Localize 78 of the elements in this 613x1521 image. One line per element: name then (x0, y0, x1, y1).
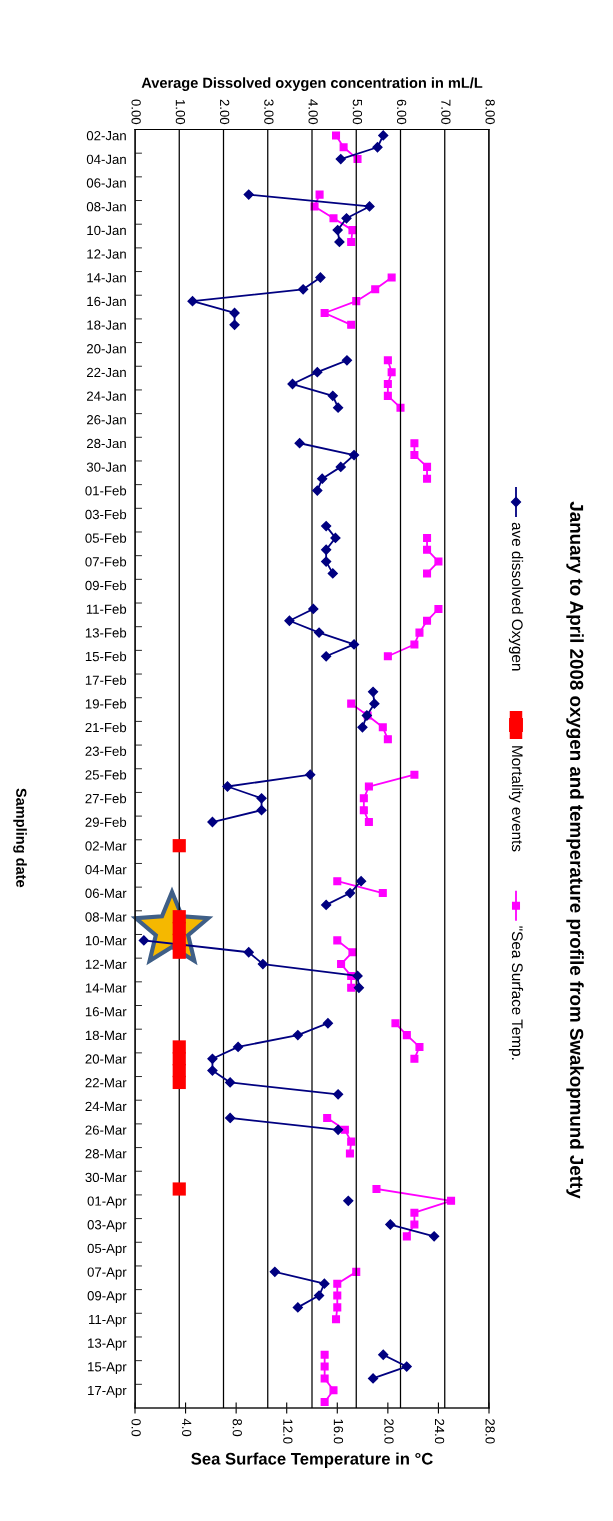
y-tick-label: 24-Jan (86, 391, 126, 401)
y-tick-label: 02-Jan (86, 130, 126, 141)
y-tick-label: 05-Feb (85, 533, 127, 543)
y-tick-label: 24-Mar (85, 1101, 127, 1112)
legend-label: Mortality events (508, 746, 524, 852)
y-tick-label: 30-Mar (85, 1172, 127, 1183)
y-tick-label: 13-Apr (88, 1338, 127, 1351)
x-tick-label: 24.0 (434, 1419, 445, 1444)
text: January to April 2008 oxygen and temperature profile from Swakopmund Jetty (566, 501, 584, 1199)
y-tick-label: 07-Feb (85, 556, 127, 567)
x2-tick-label: 8.00 (485, 99, 495, 125)
x-tick-label: 8.0 (232, 1418, 242, 1437)
y-tick-label: 09-Apr (87, 1291, 127, 1304)
y-tick-label: 12-Mar (85, 959, 127, 969)
y-tick-label: 13-Feb (85, 627, 127, 638)
y-tick-label: 10-Jan (87, 225, 126, 236)
x-axis-title: Sea Surface Temperature in °C (191, 1452, 433, 1468)
x2-axis-title: Average Dissolved oxygen concentration in mL/L (141, 77, 483, 91)
y-tick-label: 03-Feb (85, 509, 127, 520)
y-tick-label: 11-Feb (86, 604, 127, 614)
y-tick-label: 09-Feb (85, 580, 127, 591)
y-tick-label: 14-Jan (87, 273, 126, 283)
x-tick-label: 12.0 (283, 1419, 293, 1444)
x2-tick-label: 7.00 (441, 99, 451, 125)
legend-label: ave dissolved Oxygen (508, 522, 524, 671)
y-tick-label: 05-Apr (87, 1243, 127, 1256)
y-tick-label: 27-Feb (85, 793, 127, 804)
y-tick-label: 26-Mar (85, 1125, 127, 1135)
y-tick-label: 20-Jan (86, 344, 126, 354)
y-tick-label: 06-Jan (86, 178, 126, 188)
y-tick-label: 18-Mar (85, 1030, 127, 1041)
x-tick-label: 0.0 (131, 1418, 141, 1437)
y-tick-label: 01-Apr (87, 1196, 127, 1209)
y-tick-label: 25-Feb (85, 769, 127, 780)
y-tick-label: 15-Feb (85, 651, 127, 662)
y-tick-label: 22-Mar (85, 1078, 127, 1088)
y-tick-label: 29-Feb (85, 817, 127, 827)
legend-label: "Sea Surface Temp. (508, 926, 524, 1060)
x2-tick-label: 4.00 (308, 99, 318, 125)
y-tick-label: 04-Jan (86, 154, 126, 165)
y-tick-label: 26-Jan (86, 415, 126, 425)
y-tick-label: 03-Apr (87, 1220, 127, 1233)
y-tick-label: 28-Mar (85, 1149, 127, 1159)
x-tick-label: 28.0 (485, 1419, 495, 1444)
y-axis-title: Sampling date (13, 788, 27, 888)
x2-tick-label: 6.00 (396, 99, 407, 125)
y-tick-label: 19-Feb (85, 698, 127, 709)
y-tick-label: 23-Feb (85, 746, 127, 756)
y-tick-label: 06-Mar (85, 888, 127, 898)
x2-tick-label: 1.00 (175, 99, 186, 125)
y-tick-label: 08-Jan (86, 202, 126, 212)
y-tick-label: 15-Apr (88, 1362, 127, 1375)
y-tick-label: 08-Mar (85, 912, 127, 922)
y-tick-label: 18-Jan (87, 320, 126, 330)
y-tick-label: 17-Feb (85, 675, 127, 685)
y-tick-label: 22-Jan (86, 367, 126, 378)
x2-tick-label: 2.00 (219, 99, 230, 125)
y-tick-label: 21-Feb (85, 722, 127, 733)
y-tick-label: 02-Mar (85, 841, 127, 851)
y-tick-label: 16-Mar (85, 1007, 127, 1017)
y-tick-label: 16-Jan (87, 296, 126, 307)
x-tick-label: 16.0 (333, 1419, 344, 1444)
x2-tick-label: 0.00 (131, 99, 141, 125)
y-tick-label: 28-Jan (86, 438, 126, 449)
y-tick-label: 01-Feb (85, 485, 127, 496)
x2-tick-label: 5.00 (352, 99, 363, 125)
y-tick-label: 07-Apr (87, 1267, 127, 1280)
y-tick-label: 04-Mar (85, 864, 127, 875)
y-tick-label: 14-Mar (85, 983, 127, 993)
x2-tick-label: 3.00 (264, 99, 274, 125)
y-tick-label: 17-Apr (88, 1385, 127, 1398)
x-tick-label: 4.0 (182, 1418, 192, 1437)
y-tick-label: 11-Apr (89, 1314, 127, 1327)
y-tick-label: 20-Mar (85, 1054, 127, 1064)
y-tick-label: 30-Jan (86, 462, 126, 472)
y-tick-label: 12-Jan (87, 249, 126, 259)
x-tick-label: 20.0 (384, 1419, 394, 1444)
y-tick-label: 10-Mar (85, 935, 127, 946)
